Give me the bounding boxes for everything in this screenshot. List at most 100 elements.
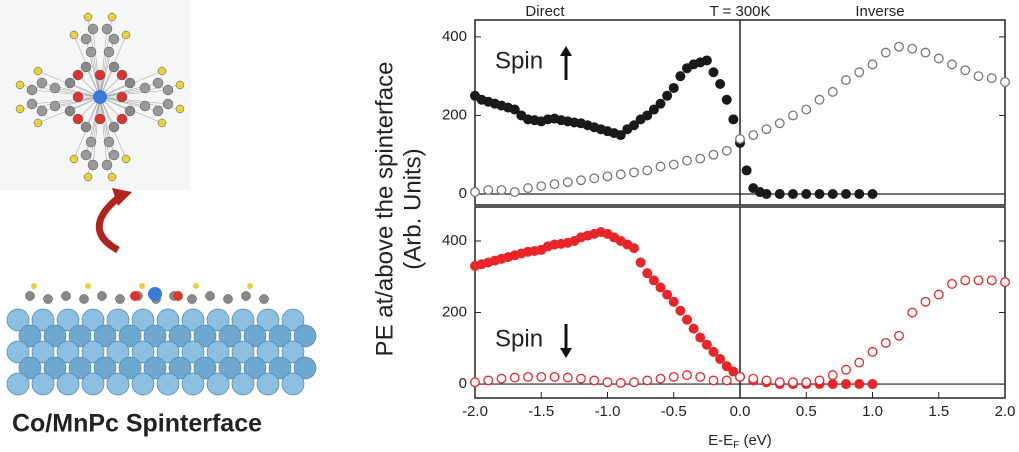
data-point bbox=[695, 153, 706, 164]
y-tick-label: 400 bbox=[442, 232, 467, 249]
n-atom bbox=[173, 291, 183, 301]
substrate-atom bbox=[281, 340, 305, 364]
substrate-atom bbox=[181, 372, 205, 396]
substrate-atom bbox=[106, 340, 130, 364]
bond bbox=[99, 96, 108, 166]
adsorbed-atom bbox=[43, 294, 53, 304]
substrate-atom bbox=[156, 340, 180, 364]
data-point bbox=[854, 189, 865, 200]
data-point bbox=[827, 379, 838, 390]
substrate-atom bbox=[218, 356, 242, 380]
atom bbox=[15, 104, 25, 114]
atom bbox=[139, 100, 151, 112]
data-point bbox=[662, 90, 673, 101]
substrate-atom bbox=[81, 340, 105, 364]
data-point bbox=[668, 371, 679, 382]
data-point bbox=[721, 375, 732, 386]
data-point bbox=[761, 375, 772, 386]
atom bbox=[80, 149, 92, 161]
data-point bbox=[648, 104, 659, 115]
data-point bbox=[960, 275, 971, 286]
data-point bbox=[602, 377, 613, 388]
data-point bbox=[708, 67, 719, 78]
y-axis-label: (Arb. Units) bbox=[399, 148, 426, 269]
data-point bbox=[741, 165, 752, 176]
data-point bbox=[675, 305, 686, 316]
atom bbox=[72, 91, 84, 103]
data-point bbox=[774, 189, 785, 200]
atom bbox=[121, 154, 131, 164]
data-point bbox=[894, 41, 904, 52]
h-atom bbox=[139, 283, 145, 289]
data-point bbox=[662, 289, 673, 300]
atom bbox=[36, 105, 48, 117]
data-point bbox=[761, 189, 772, 200]
data-point bbox=[728, 366, 739, 377]
substrate-atom bbox=[156, 372, 180, 396]
data-point bbox=[668, 159, 679, 170]
data-point bbox=[536, 371, 547, 382]
adsorbed-atom bbox=[223, 294, 233, 304]
data-point bbox=[483, 375, 494, 386]
data-point bbox=[933, 53, 944, 64]
data-point bbox=[774, 377, 785, 388]
data-point bbox=[986, 73, 997, 84]
spin-arrow-head bbox=[560, 348, 572, 358]
atom bbox=[80, 121, 92, 133]
atom bbox=[116, 91, 128, 103]
bond bbox=[99, 96, 169, 105]
bond bbox=[31, 89, 101, 98]
data-point bbox=[920, 296, 931, 307]
data-point bbox=[827, 189, 838, 200]
substrate-atom bbox=[156, 308, 180, 332]
data-point bbox=[947, 278, 957, 289]
data-point bbox=[642, 110, 653, 121]
data-point bbox=[708, 149, 719, 160]
data-point bbox=[523, 371, 533, 382]
y-axis-label: PE at/above the spinterface bbox=[371, 62, 398, 357]
data-point bbox=[1000, 277, 1010, 288]
atom bbox=[162, 98, 174, 110]
bond bbox=[99, 89, 169, 98]
h-atom bbox=[247, 283, 253, 289]
data-point bbox=[920, 47, 931, 58]
x-tick-label: 2.0 bbox=[995, 403, 1016, 420]
substrate-atom bbox=[106, 372, 130, 396]
adsorbed-atom bbox=[61, 291, 71, 301]
substrate-atom bbox=[43, 356, 67, 380]
data-point bbox=[682, 155, 692, 166]
x-axis-label-part: (eV) bbox=[739, 432, 772, 449]
atom bbox=[26, 98, 38, 110]
data-point bbox=[761, 124, 772, 135]
data-point bbox=[867, 189, 878, 200]
y-tick-label: 0 bbox=[459, 185, 467, 202]
substrate-atom bbox=[181, 308, 205, 332]
data-point bbox=[695, 371, 706, 382]
spin-annotation: Spin bbox=[495, 325, 543, 352]
substrate-atom bbox=[118, 324, 142, 348]
data-point bbox=[880, 47, 891, 58]
h-atom bbox=[31, 283, 37, 289]
data-point bbox=[721, 94, 732, 105]
substrate-atom bbox=[31, 308, 55, 332]
substrate-atom bbox=[268, 324, 292, 348]
data-point bbox=[774, 118, 785, 129]
substrate-atom bbox=[231, 308, 255, 332]
data-point bbox=[894, 330, 904, 341]
substrate-atom bbox=[206, 340, 230, 364]
h-atom bbox=[193, 283, 199, 289]
adsorbed-atom bbox=[25, 291, 35, 301]
atom bbox=[107, 12, 117, 22]
data-point bbox=[549, 179, 560, 190]
arrow-head bbox=[112, 188, 132, 206]
y-tick-label: 200 bbox=[442, 106, 467, 123]
substrate-atom bbox=[93, 356, 117, 380]
substrate-atom bbox=[231, 372, 255, 396]
data-point bbox=[589, 173, 600, 184]
metal-atom bbox=[148, 287, 162, 301]
atom bbox=[116, 69, 128, 81]
data-point bbox=[682, 314, 692, 325]
data-point bbox=[854, 379, 865, 390]
substrate-atom bbox=[256, 308, 280, 332]
data-point bbox=[648, 275, 659, 286]
